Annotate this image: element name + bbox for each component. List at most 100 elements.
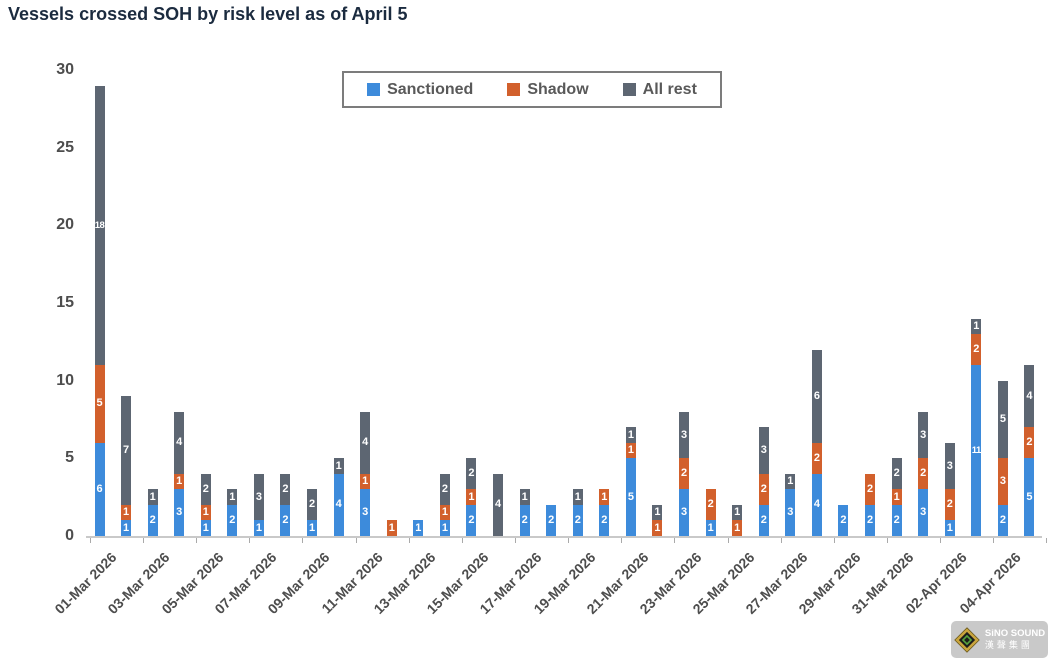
- segment-sanctioned: 5: [625, 458, 636, 536]
- segment-sanctioned: 1: [944, 520, 955, 536]
- segment-sanctioned: 1: [253, 520, 264, 536]
- segment-shadow: 2: [758, 473, 769, 505]
- x-tick-mark: [249, 538, 251, 543]
- bar-29-Mar-2026: 2: [838, 504, 849, 536]
- chart-title: Vessels crossed SOH by risk level as of …: [8, 4, 408, 24]
- bar-14-Mar-2026: 1 1 2: [439, 473, 450, 536]
- segment-shadow: 2: [1024, 427, 1035, 459]
- legend-label-all-rest: All rest: [642, 80, 697, 98]
- segment-value-label: 1: [123, 506, 130, 519]
- segment-sanctioned: 2: [599, 504, 610, 536]
- segment-value-label: 2: [866, 482, 874, 495]
- segment-all-rest: 3: [944, 442, 955, 490]
- segment-shadow: 2: [705, 489, 716, 521]
- segment-shadow: 1: [386, 520, 397, 536]
- x-tick-mark: [461, 538, 463, 543]
- bar-31-Mar-2026: 2 1 2: [891, 458, 902, 536]
- segment-value-label: 2: [707, 498, 714, 511]
- bar-13-Mar-2026: 1: [413, 520, 424, 536]
- segment-shadow: 1: [174, 473, 185, 490]
- legend: Sanctioned Shadow All rest: [342, 71, 722, 108]
- segment-value-label: 2: [521, 513, 528, 526]
- segment-shadow: 1: [891, 489, 902, 505]
- segment-all-rest: 4: [1024, 365, 1035, 428]
- segment-value-label: 2: [680, 467, 688, 480]
- legend-swatch-sanctioned-icon: [367, 83, 381, 96]
- y-tick-label: 30: [56, 61, 74, 78]
- segment-value-label: 1: [468, 490, 475, 503]
- watermark-text: SiNO SOUND 漢聲集團: [984, 627, 1046, 650]
- y-tick-label: 15: [56, 294, 74, 311]
- segment-value-label: 2: [893, 513, 900, 526]
- bar-11-Mar-2026: 3 1 4: [360, 411, 371, 536]
- bar-03-Apr-2026: 11 2 1: [971, 318, 982, 536]
- segment-shadow: 3: [997, 458, 1008, 505]
- segment-all-rest: 1: [971, 318, 982, 335]
- segment-value-label: 1: [893, 490, 900, 503]
- segment-value-label: 2: [866, 513, 874, 526]
- x-axis-line: [86, 536, 1042, 538]
- segment-value-label: 5: [96, 397, 103, 410]
- legend-swatch-all-rest-icon: [622, 83, 636, 96]
- legend-label-sanctioned: Sanctioned: [387, 80, 474, 98]
- segment-value-label: 2: [548, 513, 555, 526]
- bar-26-Mar-2026: 2 2 3: [758, 427, 769, 536]
- segment-all-rest: 4: [360, 411, 371, 474]
- segment-all-rest: 1: [785, 473, 796, 490]
- segment-value-label: 1: [654, 506, 661, 519]
- segment-shadow: 2: [865, 473, 876, 505]
- segment-sanctioned: 3: [918, 489, 929, 536]
- segment-all-rest: 6: [811, 349, 822, 443]
- segment-sanctioned: 4: [333, 473, 344, 536]
- segment-value-label: 5: [1026, 490, 1033, 503]
- bar-02-Apr-2026: 1 2 3: [944, 442, 955, 536]
- segment-value-label: 4: [362, 436, 369, 449]
- segment-value-label: 1: [627, 428, 634, 441]
- segment-all-rest: 2: [891, 458, 902, 490]
- x-tick-mark: [993, 538, 995, 543]
- segment-value-label: 2: [946, 498, 953, 511]
- segment-value-label: 5: [999, 413, 1006, 426]
- x-tick-mark: [940, 538, 942, 543]
- x-tick-mark: [568, 538, 570, 543]
- segment-value-label: 1: [601, 490, 608, 503]
- bar-01-Apr-2026: 3 2 3: [918, 411, 929, 536]
- segment-value-label: 2: [840, 513, 847, 526]
- segment-all-rest: 1: [147, 489, 158, 505]
- bar-15-Mar-2026: 2 1 2: [466, 458, 477, 536]
- bar-04-Mar-2026: 3 1 4: [174, 411, 185, 536]
- segment-all-rest: 1: [519, 489, 530, 505]
- x-tick-mark: [621, 538, 623, 543]
- segment-shadow: 1: [652, 520, 663, 536]
- segment-sanctioned: 6: [94, 442, 105, 536]
- bar-01-Mar-2026: 6 5 18: [94, 85, 105, 536]
- segment-all-rest: 2: [280, 473, 291, 505]
- segment-shadow: 5: [94, 365, 105, 443]
- segment-value-label: 1: [441, 506, 448, 519]
- segment-all-rest: 4: [174, 411, 185, 474]
- bar-16-Mar-2026: 4: [493, 473, 504, 536]
- segment-value-label: 1: [388, 521, 395, 534]
- segment-value-label: 6: [96, 482, 103, 495]
- segment-all-rest: 2: [439, 473, 450, 505]
- segment-value-label: 6: [813, 389, 820, 402]
- segment-all-rest: 5: [997, 380, 1008, 459]
- segment-shadow: 2: [918, 458, 929, 490]
- sino-sound-logo-icon: [954, 626, 980, 653]
- watermark-line1: SiNO SOUND: [984, 627, 1046, 639]
- segment-value-label: 1: [734, 506, 741, 519]
- segment-sanctioned: 3: [679, 489, 690, 536]
- segment-all-rest: 4: [493, 473, 504, 536]
- x-tick-mark: [780, 538, 782, 543]
- segment-all-rest: 7: [121, 396, 132, 505]
- segment-value-label: 1: [335, 459, 342, 472]
- segment-value-label: 2: [441, 482, 448, 495]
- segment-sanctioned: 3: [360, 489, 371, 536]
- legend-item-all-rest: All rest: [622, 80, 697, 99]
